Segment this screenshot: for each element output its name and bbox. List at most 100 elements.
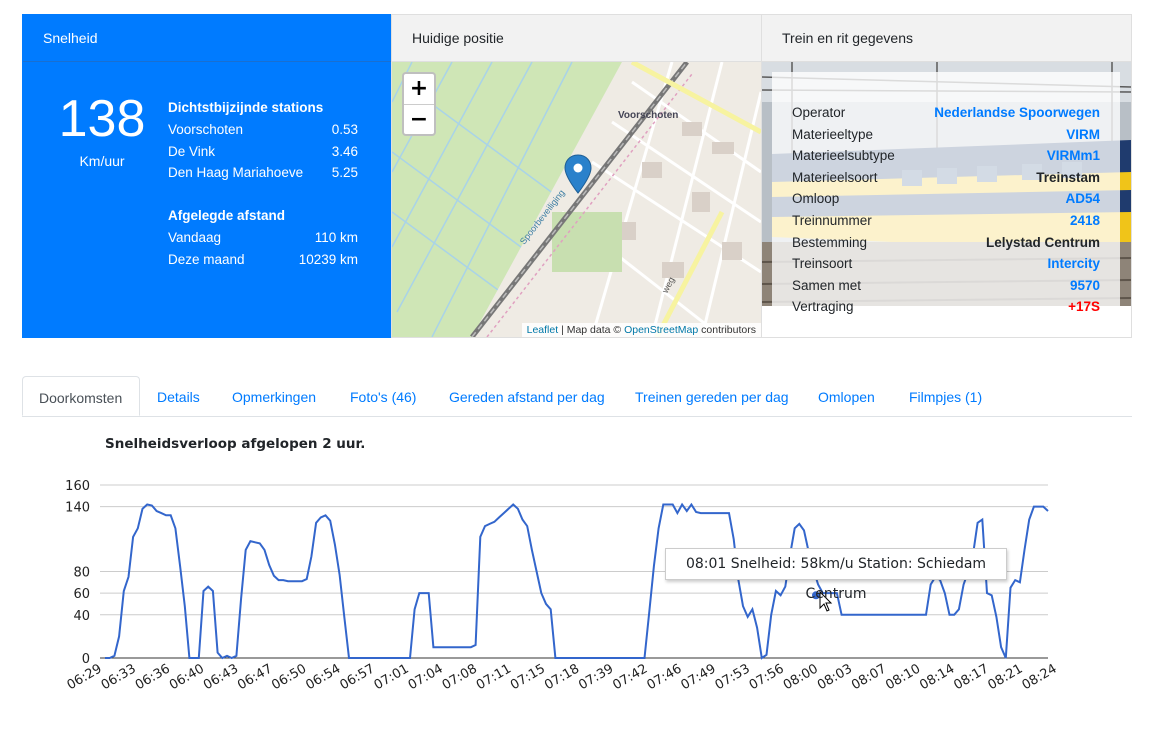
tab-fotos[interactable]: Foto's (46) [350,389,417,405]
map-tiles [392,62,761,337]
x-tick-label: 06:57 [337,661,377,693]
x-tick-label: 08:21 [986,661,1026,693]
train-details-panel: Operator Nederlandse Spoorwegen Materieelt… [772,72,1120,330]
y-tick-label: 60 [73,587,90,602]
y-tick-label: 40 [73,609,90,624]
nearest-stations: Dichtstbijzijnde stations Voorschoten 0.5… [168,97,358,184]
x-tick-label: 07:01 [372,661,412,693]
train-card: Trein en rit gegevens Operator Nederland [761,14,1132,338]
train-detail-value: Lelystad Centrum [985,234,1100,250]
tab-treinen-gereden[interactable]: Treinen gereden per dag [635,389,789,405]
train-detail-label: Treinnummer [792,213,872,228]
highlight-point[interactable] [812,591,820,600]
train-detail-label: Materieelsoort [792,169,878,185]
train-detail-row: Treinsoort Intercity [792,253,1100,275]
distance-value: 10239 km [298,251,358,267]
train-detail-value[interactable]: 9570 [1069,277,1100,293]
tab-omlopen[interactable]: Omlopen [818,389,875,405]
train-detail-value[interactable]: VIRMm1 [1046,148,1100,164]
train-detail-row: Materieelsoort Treinstam [792,167,1100,189]
x-tick-label: 07:18 [542,661,582,693]
y-tick-label: 0 [82,652,90,667]
openstreetmap-link[interactable]: OpenStreetMap [624,324,699,336]
current-speed-value: 138 [58,90,146,148]
train-detail-row: Materieelsubtype VIRMm1 [792,145,1100,167]
tab-bar: Doorkomsten Details Opmerkingen Foto's (… [22,376,1132,417]
distance-title: Afgelegde afstand [168,208,286,223]
distance-label: Deze maand [168,251,245,267]
train-detail-value: +17S [1068,299,1100,315]
train-detail-label: Samen met [792,277,862,293]
train-detail-label: Operator [792,105,846,120]
distance-row: Deze maand 10239 km [168,249,358,271]
speed-unit: Km/uur [79,153,125,169]
train-card-header: Trein en rit gegevens [762,15,1131,62]
train-detail-row: Bestemming Lelystad Centrum [792,232,1100,254]
location-marker-icon [564,154,592,194]
chart-title: Snelheidsverloop afgelopen 2 uur. [105,436,366,452]
map-attribution: Leaflet | Map data © OpenStreetMap contr… [521,323,761,337]
x-tick-label: 07:56 [747,661,787,693]
train-detail-row: Materieeltype VIRM [792,124,1100,146]
speed-chart[interactable]: 040608014016006:2906:3306:3606:4006:4306… [0,470,1166,730]
mouse-cursor-icon [819,590,833,612]
y-tick-label: 80 [73,566,90,581]
y-tick-label: 140 [65,501,90,516]
x-tick-label: 08:17 [951,661,991,693]
train-detail-label: Treinsoort [792,256,853,272]
position-card-header: Huidige positie [392,15,761,62]
map-label-town: Voorschoten [618,110,679,121]
attribution-text-end: contributors [698,324,756,336]
x-tick-label: 07:15 [508,661,548,693]
x-tick-label: 08:10 [883,661,923,693]
train-detail-label: Materieeltype [792,126,874,142]
train-detail-label: Materieelsubtype [792,148,895,164]
station-row: Den Haag Mariahoeve 5.25 [168,162,358,184]
x-tick-label: 08:24 [1020,661,1060,693]
map[interactable]: Voorschoten Spoorbeveiliging weg + − Lea… [392,62,761,337]
chart-tooltip: 08:01 Snelheid: 58km/u Station: Schiedam… [665,548,1007,602]
train-detail-value[interactable]: Intercity [1047,256,1100,272]
distance-value: 110 km [314,230,358,245]
x-tick-label: 08:00 [781,661,821,693]
train-detail-value[interactable]: AD54 [1065,191,1100,207]
tab-gereden-afstand[interactable]: Gereden afstand per dag [449,389,605,405]
station-distance: 0.53 [331,122,358,137]
x-tick-label: 06:40 [167,661,207,693]
station-name: Voorschoten [168,122,244,137]
speed-series-line[interactable] [105,502,1049,660]
tab-doorkomsten[interactable]: Doorkomsten [22,376,140,416]
leaflet-link[interactable]: Leaflet [526,324,559,336]
zoom-out-button[interactable]: − [409,107,429,132]
station-row: De Vink 3.46 [168,141,358,163]
distance-label: Vandaag [168,230,222,245]
train-detail-row: Operator Nederlandse Spoorwegen [792,102,1100,124]
zoom-in-button[interactable]: + [404,74,434,105]
x-tick-label: 08:03 [815,661,855,693]
speed-card-header: Snelheid [23,15,391,62]
train-detail-value[interactable]: Nederlandse Spoorwegen [934,105,1100,120]
x-tick-label: 07:53 [713,661,753,693]
station-distance: 5.25 [331,165,358,181]
x-tick-label: 07:08 [440,661,480,693]
train-detail-row: Treinnummer 2418 [792,210,1100,232]
train-detail-label: Vertraging [792,299,854,315]
position-card: Huidige positie [391,14,762,338]
x-tick-label: 06:36 [133,661,173,693]
tab-opmerkingen[interactable]: Opmerkingen [232,389,317,405]
y-tick-label: 160 [65,479,90,494]
attribution-text: | Map data © [558,324,625,336]
train-detail-row: Samen met 9570 [792,275,1100,297]
train-detail-label: Omloop [792,191,840,207]
tab-filmpjes[interactable]: Filmpjes (1) [909,389,983,405]
station-row: Voorschoten 0.53 [168,119,358,141]
zoom-control: + − [402,72,436,136]
station-distance: 3.46 [331,143,358,159]
train-detail-value[interactable]: VIRM [1066,126,1100,142]
tab-details[interactable]: Details [157,389,200,405]
x-tick-label: 06:50 [269,661,309,693]
x-tick-label: 07:39 [576,661,616,693]
train-detail-value[interactable]: 2418 [1069,213,1100,228]
station-name: De Vink [168,143,216,159]
train-detail-row: Vertraging +17S [792,296,1100,318]
